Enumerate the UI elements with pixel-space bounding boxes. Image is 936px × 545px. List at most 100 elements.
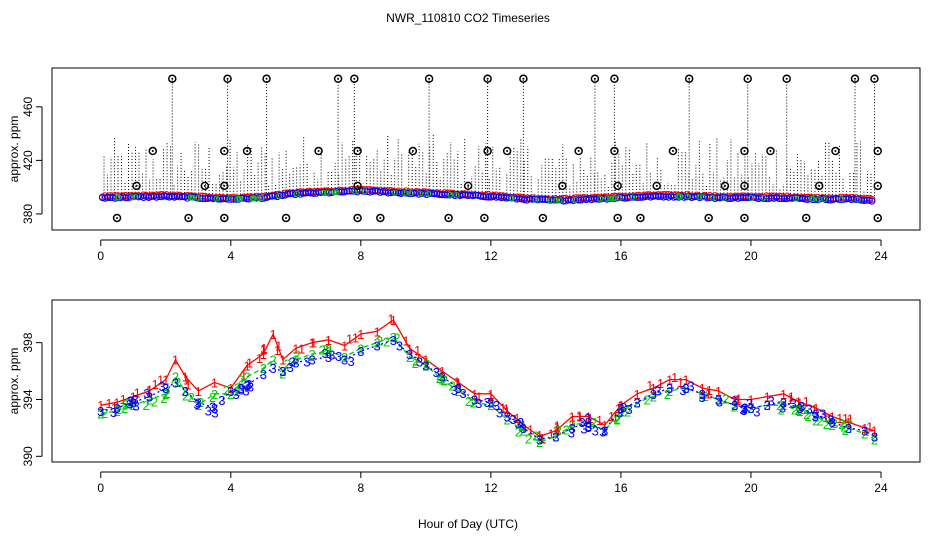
x-tick-label: 20: [744, 481, 758, 495]
series-1-marker: 1: [456, 381, 463, 396]
series-2-marker: 2: [617, 404, 624, 419]
base-point-blue: [863, 196, 871, 204]
series-2-marker: 2: [233, 384, 240, 399]
y-tick-label: 390: [21, 446, 35, 466]
series-3-marker: 3: [601, 424, 608, 439]
near-outlier-point: [220, 181, 229, 191]
base-point-green: [597, 195, 604, 202]
series-1-marker: 1: [829, 410, 836, 425]
base-point-blue: [690, 193, 698, 201]
series-2-marker: 2: [563, 423, 570, 438]
mid-outlier-point-center: [743, 150, 746, 153]
series-3-marker: 3: [861, 424, 868, 439]
base-point-green: [333, 189, 340, 196]
series-1-marker: 1: [788, 389, 795, 404]
base-point-green: [275, 192, 282, 199]
base-point-green: [234, 195, 241, 202]
series-3-marker: 3: [796, 401, 803, 416]
low-outlier-point-center: [223, 216, 226, 219]
series-3-marker: 3: [211, 401, 218, 416]
series-2-marker: 2: [536, 435, 543, 450]
series-2-marker: 2: [515, 424, 522, 439]
series-2-marker: 2: [487, 398, 494, 413]
base-point-blue: [106, 194, 114, 202]
series-2-marker: 2: [325, 344, 332, 359]
series-3-marker: 3: [520, 421, 527, 436]
x-tick-label: 16: [614, 481, 628, 495]
mid-outlier-point-center: [411, 150, 414, 153]
base-point-blue: [266, 192, 274, 200]
y-tick-label: 398: [21, 332, 35, 352]
low-outlier-point: [740, 213, 749, 223]
base-point-green: [258, 194, 265, 201]
base-point-blue: [217, 195, 225, 203]
base-point-green: [189, 194, 196, 201]
base-point-blue: [299, 189, 307, 197]
series-2-marker: 2: [436, 371, 443, 386]
low-outlier-point: [613, 213, 622, 223]
base-point-blue: [348, 187, 356, 195]
series-1-marker: 1: [787, 392, 794, 407]
series-1-marker: 1: [871, 424, 878, 439]
base-point-blue: [636, 193, 644, 201]
base-point-blue: [564, 196, 572, 204]
base-point-blue: [147, 193, 155, 201]
base-point-green: [293, 190, 300, 197]
base-point-green: [610, 195, 617, 202]
series-2-marker: 2: [812, 414, 819, 429]
base-point-green: [709, 194, 716, 201]
plot-frame: [51, 67, 921, 231]
base-point-blue: [307, 189, 315, 197]
series-3-marker: 3: [739, 402, 746, 417]
series-2-marker: 2: [590, 415, 597, 430]
series-3-line: [100, 339, 875, 440]
base-point-green: [320, 189, 327, 196]
series-3-marker: 3: [484, 395, 491, 410]
base-point-green: [854, 196, 861, 203]
series-2-marker: 2: [160, 391, 167, 406]
base-point-blue: [134, 193, 142, 201]
series-3-marker: 3: [279, 364, 286, 379]
high-outlier-point-center: [593, 77, 596, 80]
low-outlier-point-center: [356, 216, 359, 219]
series-3-marker: 3: [740, 401, 747, 416]
series-3-marker: 3: [328, 348, 335, 363]
base-point-green: [226, 196, 233, 203]
series-2-marker: 2: [791, 403, 798, 418]
series-2-marker: 2: [816, 413, 823, 428]
y-tick-label: 420: [21, 150, 35, 170]
series-3-marker: 3: [475, 396, 482, 411]
high-outlier-point-center: [171, 77, 174, 80]
base-point-green: [361, 188, 368, 195]
base-point-blue: [554, 196, 562, 204]
series-1-marker: 1: [256, 351, 263, 366]
base-point-green: [323, 189, 330, 196]
series-2-marker: 2: [146, 392, 153, 407]
low-outlier-point: [480, 213, 489, 223]
mid-outlier-point: [353, 146, 362, 156]
low-outlier-point: [281, 213, 291, 223]
series-1-marker: 1: [866, 420, 873, 435]
base-point-blue: [505, 194, 513, 202]
base-point-green: [684, 193, 691, 200]
base-point-green: [552, 197, 559, 204]
base-point-blue: [384, 189, 392, 197]
series-1-marker: 1: [634, 387, 641, 402]
low-outlier-point: [801, 213, 811, 223]
series-2-marker: 2: [260, 361, 267, 376]
high-outlier-point: [350, 74, 359, 83]
series-3-marker: 3: [243, 378, 250, 393]
high-outlier-point: [333, 74, 343, 83]
base-point-blue: [240, 194, 248, 202]
series-3-marker: 3: [146, 390, 153, 405]
series-1-marker: 1: [97, 398, 104, 413]
series-1-marker: 1: [554, 420, 561, 435]
series-3-marker: 3: [585, 415, 592, 430]
series-1-marker: 1: [569, 414, 576, 429]
series-1-marker: 1: [731, 392, 738, 407]
near-outlier-point-center: [743, 184, 746, 187]
mid-outlier-point: [148, 146, 158, 156]
base-point-blue: [734, 194, 742, 202]
series-2-marker: 2: [644, 393, 651, 408]
